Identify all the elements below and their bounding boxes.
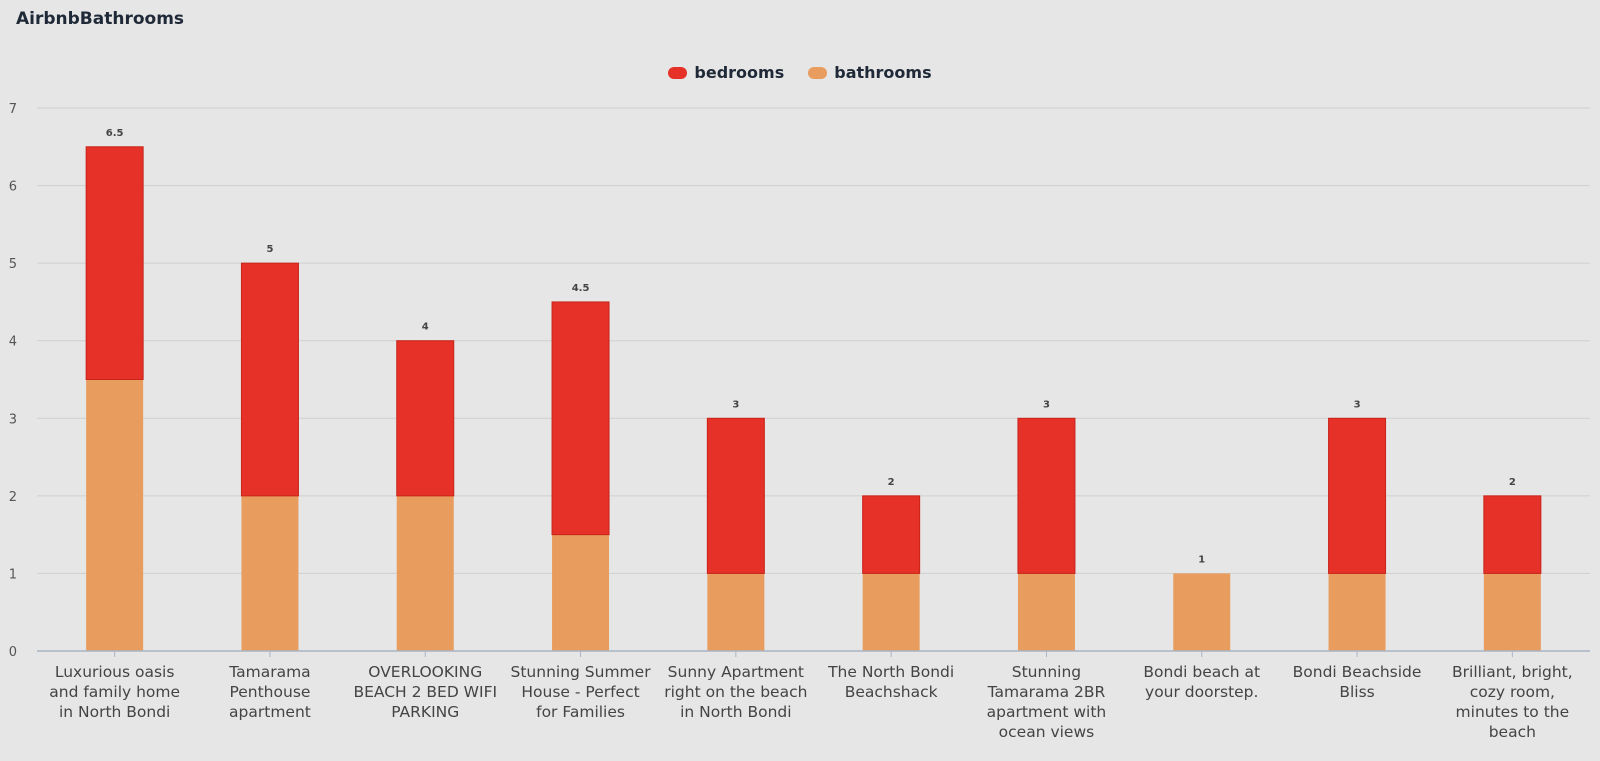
legend-label-bathrooms: bathrooms xyxy=(834,63,932,82)
data-label: 2 xyxy=(1509,477,1516,488)
data-label: 3 xyxy=(1354,399,1361,410)
x-tick-label-line: Brilliant, bright, xyxy=(1452,663,1573,681)
x-tick-label-line: apartment xyxy=(229,703,311,721)
x-tick-label-line: Sunny Apartment xyxy=(668,663,804,681)
y-tick-label: 2 xyxy=(9,490,17,505)
x-tick-label: Sunny Apartment right on the beach in Nort… xyxy=(664,663,807,721)
x-tick-label-line: your doorstep. xyxy=(1145,683,1258,701)
y-tick-label: 0 xyxy=(9,645,17,660)
data-label: 5 xyxy=(266,244,273,255)
bar-bathrooms[interactable] xyxy=(1483,573,1541,651)
x-tick-label: Bondi beach at your doorstep. xyxy=(1143,663,1260,701)
x-tick-label: The North Bondi Beachshack xyxy=(827,663,954,701)
data-label: 3 xyxy=(1043,399,1050,410)
data-label: 2 xyxy=(888,477,895,488)
x-tick-label-line: Stunning Summer xyxy=(511,663,652,681)
x-tick-label: Brilliant, bright, cozy room, minutes to t… xyxy=(1452,663,1573,741)
x-tick-label: Luxurious oasis and family home in North B… xyxy=(49,663,180,721)
x-tick-label-line: OVERLOOKING xyxy=(368,663,482,681)
x-tick-label-line: right on the beach xyxy=(664,683,807,701)
x-tick-label-line: Bondi beach at xyxy=(1143,663,1260,681)
data-label: 4 xyxy=(422,322,429,333)
y-tick-label: 1 xyxy=(9,567,17,582)
x-tick-label-line: in North Bondi xyxy=(59,703,170,721)
chart-title: AirbnbBathrooms xyxy=(16,9,185,29)
bar-bathrooms[interactable] xyxy=(707,573,765,651)
x-tick-label-line: PARKING xyxy=(391,703,459,721)
y-tick-label: 7 xyxy=(9,102,17,117)
bar-bathrooms[interactable] xyxy=(396,495,454,651)
x-tick-label-line: Luxurious oasis xyxy=(55,663,175,681)
bar-bedrooms[interactable] xyxy=(396,340,455,497)
x-tick-label: OVERLOOKING BEACH 2 BED WIFI PARKING xyxy=(353,663,497,721)
x-tick-label-line: and family home xyxy=(49,683,180,701)
x-tick-label: Stunning Summer House - Perfect for Famili… xyxy=(511,663,652,721)
data-label: 4.5 xyxy=(572,283,590,294)
bar-bedrooms[interactable] xyxy=(551,301,610,536)
x-tick-label-line: apartment with xyxy=(987,703,1107,721)
x-tick-label-line: cozy room, xyxy=(1470,683,1555,701)
data-label: 6.5 xyxy=(106,128,124,139)
legend-item-bedrooms[interactable]: bedrooms xyxy=(668,63,784,82)
bar-bathrooms[interactable] xyxy=(241,495,299,651)
y-tick-label: 5 xyxy=(9,257,17,272)
data-label: 3 xyxy=(732,399,739,410)
x-tick-label: Bondi Beachside Bliss xyxy=(1293,663,1422,701)
bar-bedrooms[interactable] xyxy=(862,495,921,574)
x-tick-label: Tamarama Penthouse apartment xyxy=(228,663,311,721)
legend-item-bathrooms[interactable]: bathrooms xyxy=(808,63,932,82)
y-tick-label: 3 xyxy=(9,412,17,427)
x-tick-label-line: House - Perfect xyxy=(521,683,639,701)
x-tick-label-line: Beachshack xyxy=(845,683,938,701)
x-tick-label-line: The North Bondi xyxy=(827,663,954,681)
x-tick-label-line: beach xyxy=(1489,723,1536,741)
bar-bathrooms[interactable] xyxy=(1017,573,1075,651)
x-tick-label-line: ocean views xyxy=(999,723,1095,741)
y-tick-label: 4 xyxy=(9,335,17,350)
x-tick-label-line: Bondi Beachside xyxy=(1293,663,1422,681)
x-tick-label-line: Tamarama 2BR xyxy=(987,683,1106,701)
y-tick-label: 6 xyxy=(9,180,17,195)
legend-label-bedrooms: bedrooms xyxy=(694,63,785,82)
x-tick-label-line: Tamarama xyxy=(228,663,310,681)
x-tick-label-line: minutes to the xyxy=(1456,703,1570,721)
bar-bathrooms[interactable] xyxy=(1173,573,1231,651)
legend-swatch-bedrooms xyxy=(668,66,688,79)
bar-bedrooms[interactable] xyxy=(240,262,299,497)
x-tick-label-line: Stunning xyxy=(1012,663,1081,681)
bar-bathrooms[interactable] xyxy=(552,534,610,651)
bar-bedrooms[interactable] xyxy=(1017,417,1076,574)
bar-bathrooms[interactable] xyxy=(86,379,144,652)
legend-swatch-bathrooms xyxy=(808,66,828,79)
bar-bedrooms[interactable] xyxy=(85,146,144,380)
legend: bedrooms bathrooms xyxy=(0,63,1600,82)
x-tick-label-line: Bliss xyxy=(1339,683,1374,701)
bar-bathrooms[interactable] xyxy=(862,573,920,651)
x-tick-label-line: BEACH 2 BED WIFI xyxy=(353,683,497,701)
x-tick-label: Stunning Tamarama 2BR apartment with ocean … xyxy=(987,663,1107,741)
x-tick-label-line: Penthouse xyxy=(229,683,310,701)
data-label: 1 xyxy=(1198,554,1205,565)
bar-bedrooms[interactable] xyxy=(1328,417,1387,574)
bar-bathrooms[interactable] xyxy=(1328,573,1386,651)
x-tick-label-line: for Families xyxy=(536,703,625,721)
bar-bedrooms[interactable] xyxy=(706,417,765,574)
bar-bedrooms[interactable] xyxy=(1483,495,1542,574)
x-tick-label-line: in North Bondi xyxy=(680,703,791,721)
